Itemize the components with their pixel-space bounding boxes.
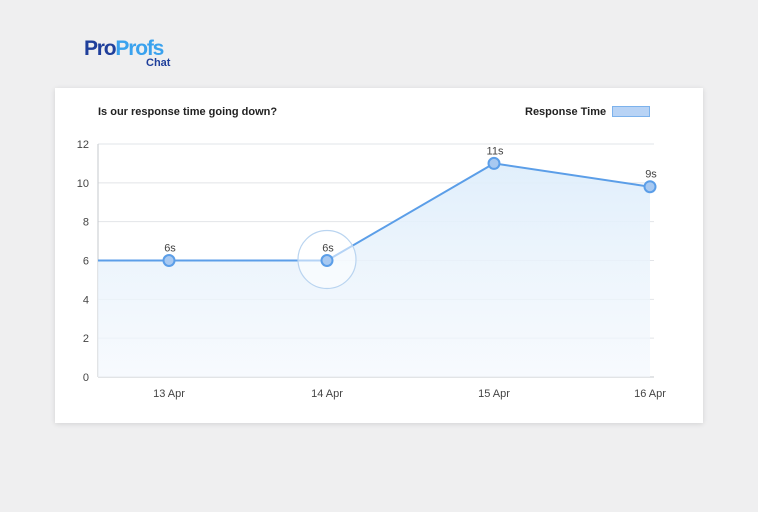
data-label: 6s	[164, 243, 176, 255]
x-tick-label: 14 Apr	[311, 388, 343, 400]
data-point[interactable]: 6s	[162, 243, 177, 267]
x-tick-label: 15 Apr	[478, 388, 510, 400]
proprofs-chat-logo: ProProfs Chat	[84, 37, 194, 71]
y-tick-label: 6	[83, 256, 89, 268]
legend-label: Response Time	[525, 106, 607, 118]
data-point[interactable]: 11s	[487, 145, 504, 170]
legend-swatch	[612, 106, 650, 117]
data-point[interactable]: 6s	[320, 243, 335, 267]
logo-subtitle: Chat	[146, 57, 171, 69]
logo-wordmark-profs: Profs	[115, 37, 164, 60]
data-label: 6s	[322, 243, 334, 255]
data-point[interactable]: 9s	[643, 169, 658, 194]
data-label: 9s	[645, 169, 657, 181]
y-tick-label: 10	[77, 178, 89, 190]
area-fill	[98, 163, 650, 377]
logo-wordmark: ProProfs	[84, 37, 164, 61]
x-tick-label: 13 Apr	[153, 388, 185, 400]
y-tick-label: 4	[83, 294, 89, 306]
logo-wordmark-pro: Pro	[84, 37, 117, 60]
line-chart: 0 2 4 6 8 10 12 13 Apr 14 Apr 15 Apr 16 Apr 6s 6s 11s…	[77, 139, 666, 400]
chart-card: Is our response time going down? Respons…	[55, 88, 703, 423]
data-marker	[487, 156, 501, 170]
chart-title: Is our response time going down?	[98, 106, 278, 118]
y-tick-label: 0	[83, 372, 89, 384]
data-marker	[162, 254, 176, 267]
y-tick-label: 2	[83, 333, 89, 345]
data-marker	[643, 180, 657, 194]
data-marker	[320, 254, 334, 267]
y-tick-label: 12	[77, 139, 89, 151]
y-tick-label: 8	[83, 217, 89, 229]
data-label: 11s	[487, 145, 504, 157]
x-tick-label: 16 Apr	[634, 388, 666, 400]
